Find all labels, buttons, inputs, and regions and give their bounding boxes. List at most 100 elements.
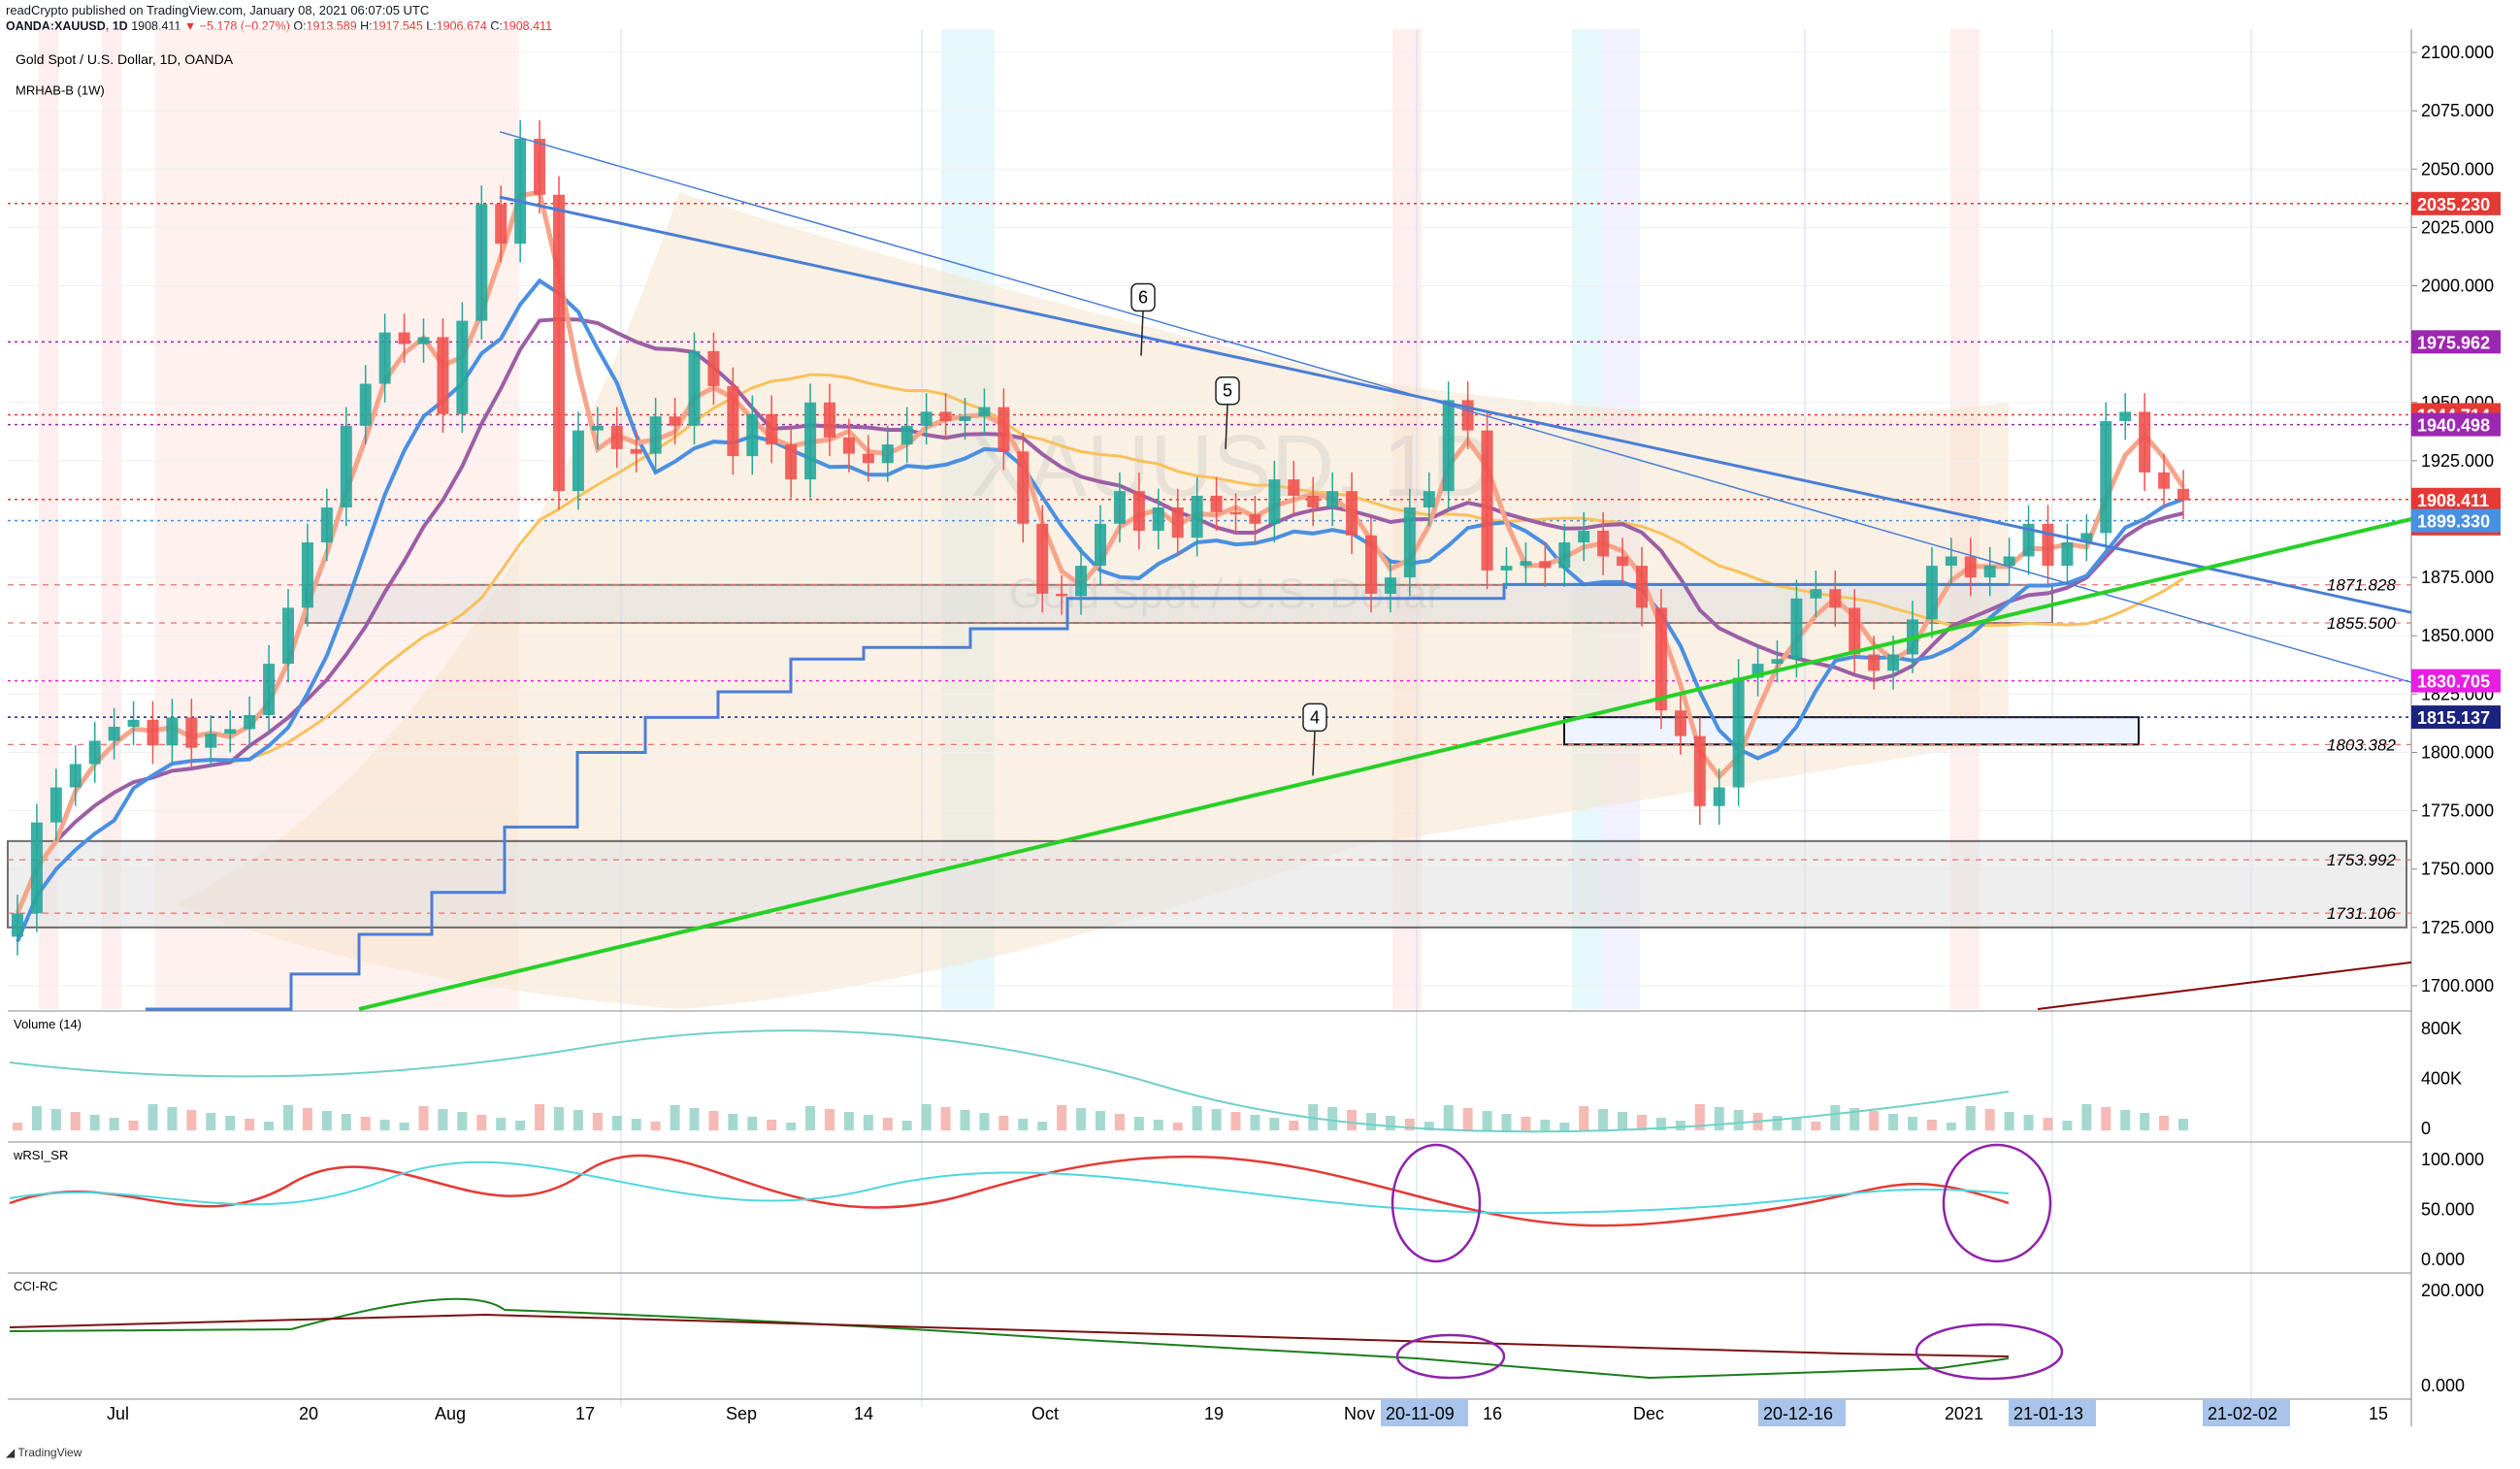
time-highlight-label: 21-01-13 — [2013, 1404, 2083, 1423]
volume-bar — [921, 1104, 932, 1130]
volume-bar — [341, 1114, 351, 1130]
time-highlight-label: 21-02-02 — [2208, 1404, 2277, 1423]
candle-body — [649, 416, 662, 454]
volume-bar — [302, 1108, 312, 1130]
symbol-label[interactable]: OANDA:XAUUSD, 1D — [6, 19, 128, 33]
candle-body — [1113, 491, 1126, 524]
watermark-symbol: XAUUSD, 1D — [970, 418, 1494, 515]
candle-body — [398, 332, 410, 344]
candle-body — [1539, 561, 1552, 569]
price-tick-label: 1700.000 — [2421, 976, 2494, 996]
volume-bar — [863, 1115, 873, 1130]
candle-body — [263, 664, 276, 715]
candle-body — [244, 715, 256, 730]
candle-body — [1288, 479, 1300, 496]
volume-bar — [283, 1105, 293, 1130]
volume-bar — [2159, 1116, 2170, 1130]
candle-body — [746, 413, 759, 457]
pane-tick-label: 100.000 — [2421, 1150, 2484, 1169]
volume-bar — [1501, 1114, 1512, 1130]
volume-bar — [2101, 1107, 2111, 1130]
candle-body — [1636, 566, 1648, 608]
zone-box — [1563, 716, 2140, 746]
volume-bar — [1869, 1111, 1880, 1130]
volume-bar — [109, 1118, 119, 1130]
candle-body — [1810, 589, 1822, 599]
volume-bar — [1637, 1115, 1647, 1130]
volume-bar — [1598, 1109, 1609, 1130]
candle-body — [1346, 491, 1358, 536]
candle-body — [727, 385, 739, 457]
candle-body — [1384, 577, 1396, 594]
candle-body — [920, 411, 933, 426]
candle-body — [669, 416, 681, 426]
candle-body — [591, 425, 604, 431]
volume-bar — [689, 1108, 700, 1130]
candle-body — [1191, 495, 1203, 539]
volume-ma — [9, 1029, 2010, 1133]
volume-bar — [979, 1113, 990, 1130]
volume-bar — [1482, 1111, 1492, 1130]
price-label-bg — [2411, 412, 2501, 437]
candle-body — [1771, 659, 1784, 665]
time-highlight-label: 20-11-09 — [1386, 1404, 1455, 1423]
volume-bar — [960, 1110, 970, 1130]
candle-body — [1056, 593, 1068, 597]
candle-body — [1423, 491, 1435, 507]
wave-pointer — [1140, 310, 1144, 356]
volume-bar — [1037, 1122, 1048, 1130]
candle-body — [1558, 542, 1571, 569]
candle-body — [939, 411, 952, 421]
candle-body — [12, 913, 23, 937]
candle-body — [1693, 735, 1706, 806]
volume-bar — [1250, 1115, 1260, 1130]
volume-bar — [128, 1121, 139, 1130]
candle-body — [1578, 531, 1590, 543]
time-highlight-label: 20-12-16 — [1763, 1404, 1833, 1423]
volume-bar — [2081, 1104, 2092, 1130]
volume-bar — [1133, 1117, 1144, 1130]
candle-body — [1849, 607, 1861, 655]
volume-bar — [50, 1109, 61, 1130]
candle-body — [534, 139, 546, 195]
time-tick-label: Jul — [107, 1404, 129, 1423]
candle-body — [978, 407, 991, 417]
candle-body — [301, 542, 313, 608]
volume-bar — [1172, 1123, 1183, 1130]
volume-bar — [1462, 1108, 1473, 1130]
volume-bar — [206, 1113, 216, 1130]
volume-bar — [321, 1111, 332, 1130]
stepline — [146, 582, 2009, 1011]
candle-body — [862, 453, 874, 464]
footer: ◢ TradingView — [6, 1446, 82, 1459]
volume-bar — [1888, 1114, 1899, 1130]
wave-label: 5 — [1223, 381, 1232, 401]
volume-bar — [1618, 1112, 1628, 1130]
price-tick-label: 1750.000 — [2421, 860, 2494, 879]
rsi-circle — [1942, 1143, 2052, 1263]
pane-tick-label: 50.000 — [2421, 1200, 2474, 1220]
level-label: 1855.500 — [2327, 614, 2396, 633]
volume-bar — [1946, 1123, 1956, 1130]
candle-body — [1210, 495, 1223, 512]
candle-body — [804, 402, 817, 480]
price-label: 2035.230 — [2417, 195, 2490, 214]
candle-body — [147, 719, 159, 746]
volume-bar — [476, 1115, 487, 1130]
volume-bar — [1908, 1117, 1917, 1130]
time-tick-label: 20 — [299, 1404, 318, 1423]
time-label-bg — [1758, 1399, 1846, 1426]
level-label: 1753.992 — [2327, 851, 2396, 869]
candle-body — [1887, 654, 1900, 671]
volume-bar — [1772, 1116, 1783, 1130]
candle-body — [166, 717, 179, 746]
volume-bar — [1559, 1123, 1570, 1130]
candle-body — [572, 430, 584, 492]
candle-body — [2022, 523, 2035, 557]
volume-bar — [1714, 1107, 1724, 1130]
volume-bar — [611, 1116, 622, 1130]
pane-tick-label: 200.000 — [2421, 1281, 2484, 1300]
price-label: 1908.411 — [2417, 491, 2489, 510]
volume-bar — [650, 1122, 661, 1130]
